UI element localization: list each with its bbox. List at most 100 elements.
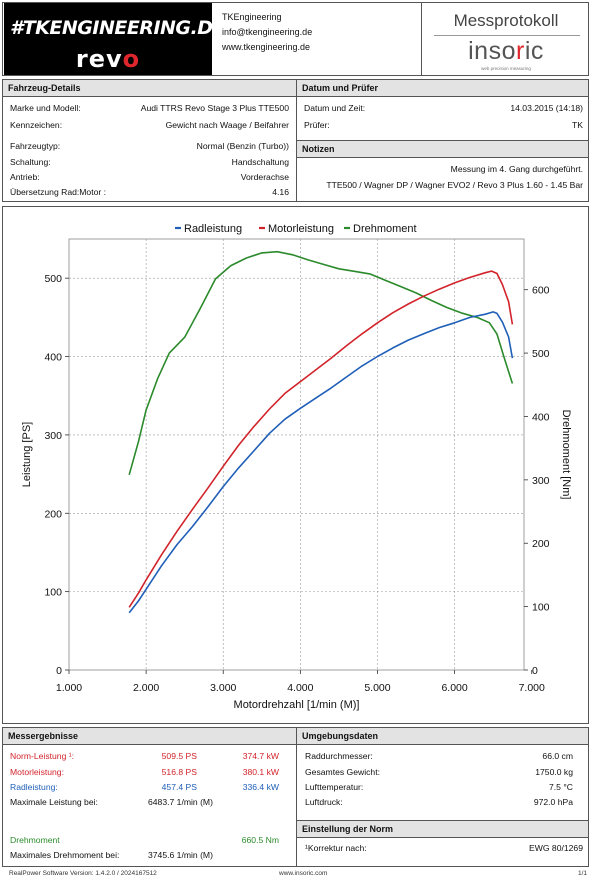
y-axis-label: Leistung [PS] <box>21 422 33 487</box>
norm-correction-value: EWG 80/1269 <box>529 843 583 853</box>
date-value: 14.03.2015 (14:18) <box>510 103 583 113</box>
y2-tick-label: 300 <box>532 475 550 487</box>
y2-tick-label: 200 <box>532 538 550 550</box>
vehicle-value: Gewicht nach Waage / Beifahrer <box>165 120 289 130</box>
engine-power-label: Motorleistung: <box>10 767 64 777</box>
env-value: 7.5 °C <box>549 782 573 792</box>
header-frame <box>2 2 589 76</box>
x-tick-label: 7.000 <box>519 682 545 694</box>
x-tick-label: 4.000 <box>287 682 313 694</box>
norm-power-label: Norm-Leistung ¹: <box>10 751 74 761</box>
norm-header: Einstellung der Norm <box>297 820 588 838</box>
torque-label: Drehmoment <box>10 835 60 845</box>
footer-link[interactable]: www.insoric.com <box>279 870 328 877</box>
tester-value: TK <box>572 120 583 130</box>
protocol-box: Messprotokoll insoric web precision meas… <box>421 2 589 76</box>
vehicle-label: Kennzeichen: <box>10 120 63 130</box>
y2-tick-label: 500 <box>532 348 550 360</box>
x-axis-label: Motordrehzahl [1/min (M)] <box>234 699 360 711</box>
wheel-power-kw: 336.4 kW <box>242 782 279 792</box>
engine-power-line <box>128 270 514 608</box>
notes-header: Notizen <box>297 140 588 158</box>
vehicle-label: Fahrzeugtyp: <box>10 141 61 151</box>
date-header: Datum und Prüfer <box>297 80 588 97</box>
chart-series <box>128 250 514 614</box>
env-label: Lufttemperatur: <box>305 782 364 792</box>
vehicle-value: Handschaltung <box>231 157 289 167</box>
y2-tick-label: 0 <box>532 665 538 677</box>
logo-text: #TKENGINEERING.DE <box>10 17 225 39</box>
vehicle-label: Marke und Modell: <box>10 103 81 113</box>
y-tick-label: 300 <box>44 430 62 442</box>
chart-axes: 1.000 2.000 3.000 4.000 5.000 6.000 7.000 0 100 2… <box>21 273 572 711</box>
vehicle-label: Antrieb: <box>10 172 40 182</box>
max-torque-rpm-value: 3745.6 1/min (M) <box>148 850 213 860</box>
legend-wheel-power: Radleistung <box>184 223 242 235</box>
vehicle-value: Audi TTRS Revo Stage 3 Plus TTE500 <box>140 103 289 113</box>
max-power-rpm-label: Maximale Leistung bei: <box>10 797 98 807</box>
legend-engine-power: Motorleistung <box>268 223 334 235</box>
divider <box>296 79 297 202</box>
company-name: TKEngineering <box>222 12 282 22</box>
x-tick-label: 6.000 <box>441 682 467 694</box>
y-tick-label: 200 <box>44 508 62 520</box>
chart-frame <box>2 206 589 724</box>
norm-power-kw: 374.7 kW <box>242 751 279 761</box>
y2-tick-label: 400 <box>532 411 550 423</box>
engine-power-kw: 380.1 kW <box>242 767 279 777</box>
y-tick-label: 100 <box>44 587 62 599</box>
environment-header: Umgebungsdaten <box>297 728 588 745</box>
info-frame <box>2 79 589 202</box>
divider <box>296 727 297 867</box>
env-label: Raddurchmesser: <box>305 751 373 761</box>
env-value: 972.0 hPa <box>533 797 573 807</box>
env-label: Luftdruck: <box>305 797 343 807</box>
x-tick-label: 1.000 <box>56 682 82 694</box>
y-tick-label: 400 <box>44 352 62 364</box>
wheel-power-ps: 457.4 PS <box>161 782 197 792</box>
vehicle-label: Schaltung: <box>10 157 51 167</box>
insoric-logo: insoric <box>468 37 544 65</box>
torque-value: 660.5 Nm <box>241 835 279 845</box>
tester-label: Prüfer: <box>304 120 330 130</box>
x-tick-label: 2.000 <box>133 682 159 694</box>
y2-tick-label: 100 <box>532 602 550 614</box>
plot-area <box>68 238 525 671</box>
norm-correction-label: ¹Korrektur nach: <box>305 843 367 853</box>
env-value: 66.0 cm <box>542 751 573 761</box>
vehicle-value: Normal (Benzin (Turbo)) <box>196 141 289 151</box>
engine-power-ps: 516.8 PS <box>161 767 197 777</box>
env-value: 1750.0 kg <box>535 767 573 777</box>
wheel-power-label: Radleistung: <box>10 782 58 792</box>
vehicle-details-header: Fahrzeug-Details <box>3 80 296 97</box>
y2-axis-label: Drehmoment [Nm] <box>560 410 572 500</box>
vehicle-value: Vorderachse <box>240 172 289 182</box>
chart-grid <box>68 238 525 671</box>
vehicle-label: Übersetzung Rad:Motor : <box>10 187 107 197</box>
divider <box>434 35 580 36</box>
env-label: Gesamtes Gewicht: <box>305 767 380 777</box>
norm-power-ps: 509.5 PS <box>161 751 197 761</box>
note-line: TTE500 / Wagner DP / Wagner EVO2 / Revo … <box>326 180 583 190</box>
max-power-rpm-value: 6483.7 1/min (M) <box>148 797 213 807</box>
y-tick-label: 500 <box>44 273 62 285</box>
protocol-title: Messprotokoll <box>453 11 559 30</box>
company-email: info@tkengineering.de <box>222 27 313 37</box>
vehicle-value: 4.16 <box>272 187 289 197</box>
legend-torque: Drehmoment <box>353 223 417 235</box>
note-line: Messung im 4. Gang durchgeführt. <box>450 164 583 174</box>
company-website: www.tkengineering.de <box>222 42 311 52</box>
torque-line <box>128 250 514 476</box>
page-number: 1/1 <box>577 870 587 877</box>
y2-tick-label: 600 <box>532 285 550 297</box>
software-version: RealPower Software Version: 1.4.2.0 / 20… <box>9 870 157 877</box>
x-tick-label: 3.000 <box>210 682 236 694</box>
wheel-power-line <box>128 311 514 614</box>
results-frame <box>2 727 589 867</box>
max-torque-rpm-label: Maximales Drehmoment bei: <box>10 850 120 860</box>
y-tick-label: 0 <box>56 665 62 677</box>
insoric-tagline: web precision measuring <box>481 66 531 71</box>
chart-legend: Radleistung Motorleistung Drehmoment <box>175 223 417 235</box>
results-header: Messergebnisse <box>3 728 296 745</box>
